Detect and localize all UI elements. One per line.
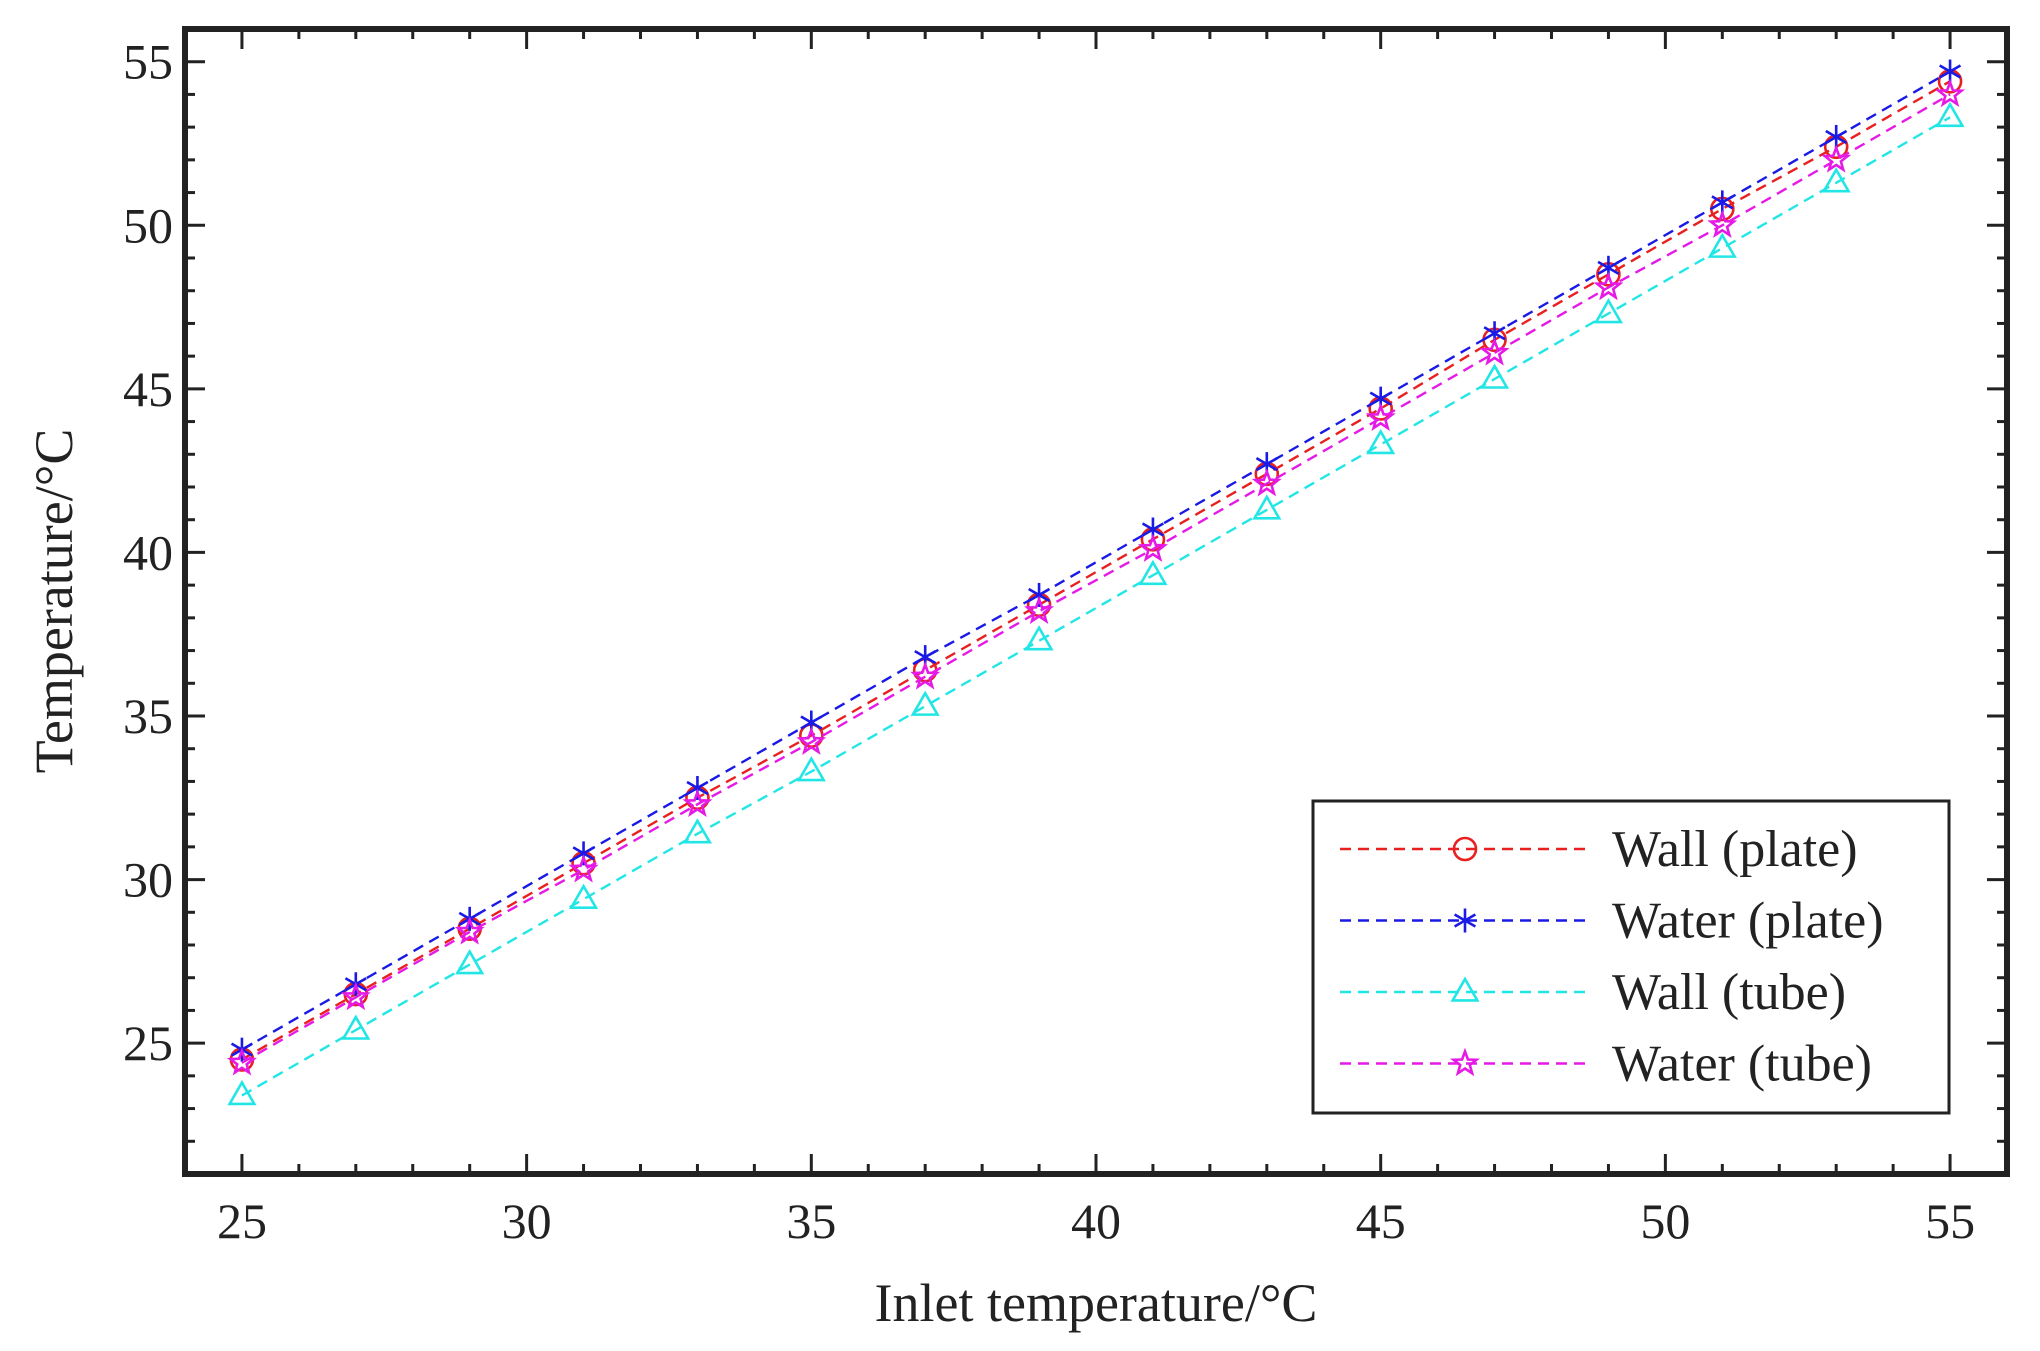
series-line-3 — [241, 116, 1951, 1097]
data-point — [1365, 402, 1396, 432]
y-tick-label: 30 — [123, 852, 173, 908]
data-point — [1593, 298, 1624, 324]
legend: Wall (plate) Water (plate) Wall (tube) Wate… — [1311, 799, 1951, 1115]
series-line-4 — [241, 93, 1951, 1064]
legend-label: Wall (tube) — [1612, 964, 1846, 1021]
x-tick-label: 55 — [1925, 1193, 1975, 1249]
data-point — [1707, 209, 1738, 239]
legend-marker — [1450, 976, 1480, 1002]
y-axis-label: Temperature/°C — [24, 429, 84, 774]
data-point — [910, 690, 940, 716]
data-point — [1821, 144, 1852, 173]
legend-marker — [1452, 836, 1478, 862]
x-tick-label: 25 — [217, 1193, 267, 1249]
data-point — [1479, 337, 1510, 366]
data-point — [1024, 595, 1055, 625]
data-point — [227, 1079, 257, 1106]
legend-box — [1311, 799, 1951, 1115]
data-point — [454, 916, 485, 945]
data-point — [1366, 428, 1396, 455]
data-point — [568, 854, 599, 883]
data-point — [1252, 494, 1282, 520]
y-tick-label: 25 — [123, 1015, 173, 1071]
data-point — [682, 788, 713, 818]
data-point — [1593, 271, 1624, 301]
data-point — [1138, 559, 1168, 586]
legend-label: Wall (plate) — [1612, 821, 1858, 878]
y-tick-label: 45 — [123, 361, 173, 417]
data-point — [910, 660, 941, 690]
data-point — [226, 1047, 257, 1076]
x-axis-label: Inlet temperature/°C — [875, 1273, 1318, 1333]
data-point — [1024, 625, 1054, 651]
series-line-1 — [241, 80, 1951, 1061]
axis-ticks: 25 30 35 40 45 50 55 25 30 35 40 45 50 55 — [123, 27, 2009, 1249]
x-tick-label: 40 — [1071, 1193, 1121, 1249]
plot-area — [226, 59, 1966, 1106]
data-point — [1821, 167, 1851, 193]
data-point — [682, 818, 713, 844]
data-point — [796, 726, 827, 755]
data-point — [341, 1014, 371, 1040]
y-tick-label: 50 — [123, 197, 173, 253]
data-point — [455, 949, 485, 975]
legend-marker — [1450, 1047, 1480, 1077]
data-point — [1479, 363, 1510, 389]
legend-marker — [1453, 908, 1477, 933]
data-point — [568, 883, 599, 909]
data-point — [1251, 467, 1282, 497]
data-point — [1137, 533, 1168, 562]
data-point — [340, 981, 371, 1011]
data-point — [796, 756, 826, 782]
x-tick-label: 30 — [502, 1193, 552, 1249]
x-tick-label: 50 — [1640, 1193, 1690, 1249]
legend-label: Water (plate) — [1612, 893, 1884, 950]
data-point — [1935, 78, 1966, 108]
series-line-2 — [241, 70, 1951, 1051]
data-point — [1707, 232, 1737, 258]
x-tick-label: 45 — [1356, 1193, 1406, 1249]
data-point — [1935, 101, 1965, 128]
x-tick-label: 35 — [786, 1193, 836, 1249]
y-tick-label: 40 — [123, 524, 173, 580]
y-tick-label: 55 — [123, 34, 173, 90]
legend-label: Water (tube) — [1612, 1036, 1872, 1093]
y-tick-label: 35 — [123, 688, 173, 744]
